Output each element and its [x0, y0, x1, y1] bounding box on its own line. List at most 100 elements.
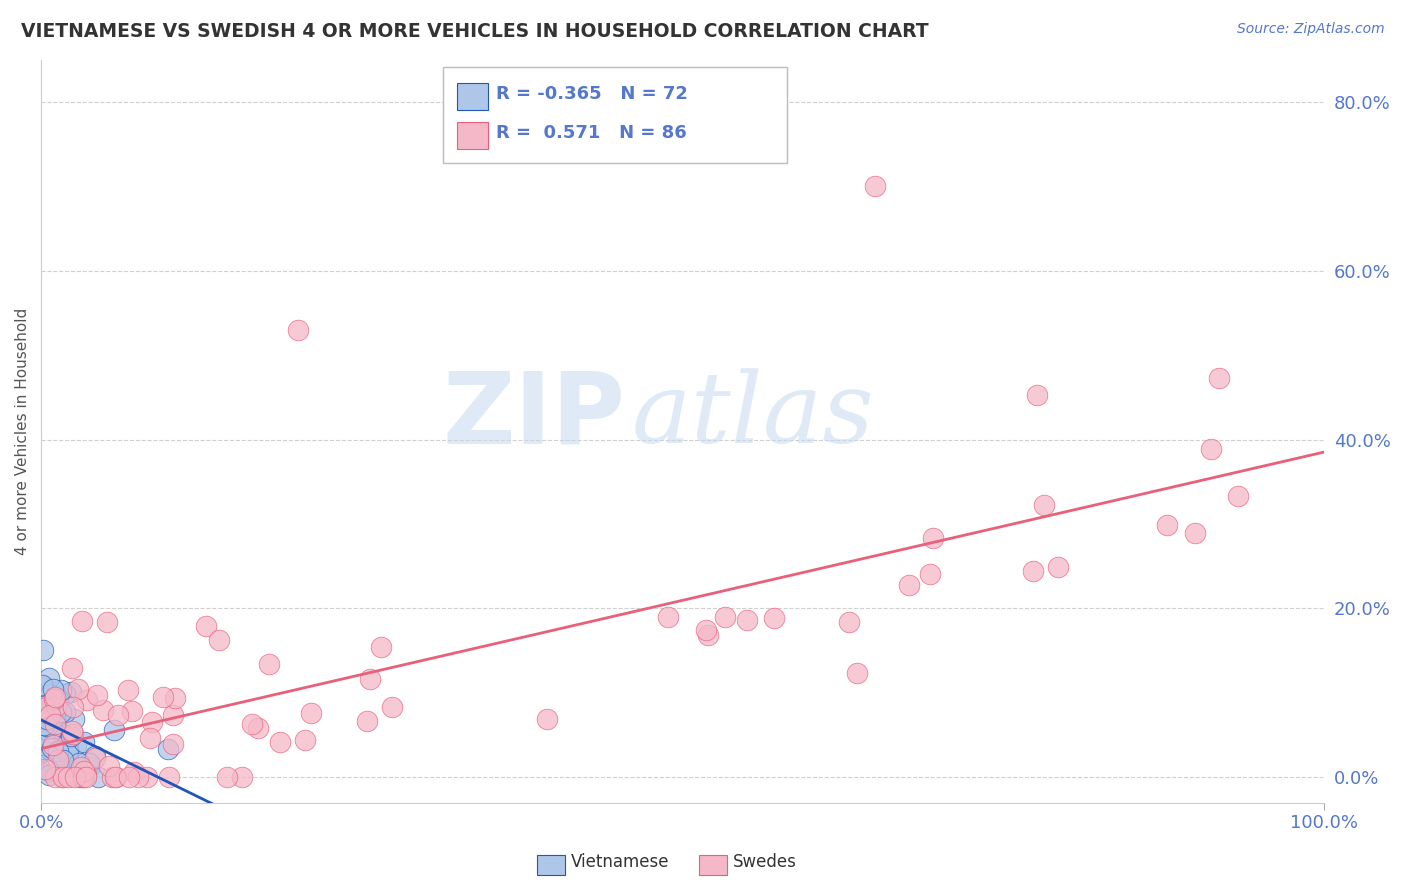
Point [65, 738, 87, 752]
Point [73, 735, 96, 749]
Point [31, 734, 53, 748]
Point [1226, 489, 1249, 503]
Point [31, 727, 53, 741]
Point [34, 680, 56, 694]
Point [41, 713, 63, 727]
Point [107, 708, 129, 723]
Point [44, 717, 66, 731]
Point [37, 714, 59, 729]
Point [41, 705, 63, 719]
Point [37, 721, 59, 735]
Point [31, 700, 53, 714]
Point [287, 323, 309, 337]
Point [31, 690, 53, 704]
Point [1046, 560, 1069, 574]
Point [37, 705, 59, 719]
Point [104, 770, 127, 784]
Point [32, 718, 55, 732]
Point [59, 729, 82, 743]
Text: R = -0.365   N = 72: R = -0.365 N = 72 [496, 85, 688, 103]
Point [44, 690, 66, 704]
Y-axis label: 4 or more Vehicles in Household: 4 or more Vehicles in Household [15, 308, 30, 555]
Point [56, 770, 79, 784]
Point [195, 619, 218, 633]
Point [44, 770, 66, 784]
Point [87, 770, 110, 784]
Text: ZIP: ZIP [441, 368, 626, 465]
Point [48, 753, 70, 767]
Point [207, 632, 229, 647]
Point [62, 727, 84, 741]
Point [72, 770, 94, 784]
Point [70, 614, 93, 628]
Point [101, 770, 124, 784]
Point [46, 744, 69, 758]
Point [53, 687, 76, 701]
Point [657, 610, 679, 624]
Point [141, 714, 163, 729]
Point [41, 723, 63, 738]
Point [35, 718, 58, 732]
Point [45, 724, 67, 739]
Point [257, 657, 280, 671]
Point [920, 567, 942, 582]
Point [294, 733, 316, 747]
Point [60, 724, 83, 739]
Point [69, 770, 91, 784]
Point [53, 728, 76, 742]
Point [69, 760, 91, 774]
Point [157, 770, 180, 784]
Point [76, 693, 98, 707]
Point [37, 750, 59, 764]
Point [127, 770, 149, 784]
Point [53, 706, 76, 720]
Text: Swedes: Swedes [733, 853, 796, 871]
Point [536, 712, 558, 726]
Point [41, 741, 63, 756]
Point [1026, 387, 1049, 401]
Point [38, 768, 60, 782]
Point [41, 715, 63, 730]
Point [44, 691, 66, 706]
Point [240, 717, 263, 731]
Point [46, 692, 69, 706]
Point [96, 615, 118, 630]
Point [838, 615, 860, 629]
Point [103, 723, 125, 737]
Point [38, 671, 60, 685]
Point [1021, 564, 1043, 578]
Point [32, 731, 55, 745]
Text: VIETNAMESE VS SWEDISH 4 OR MORE VEHICLES IN HOUSEHOLD CORRELATION CHART: VIETNAMESE VS SWEDISH 4 OR MORE VEHICLES… [21, 22, 929, 41]
Point [31, 678, 53, 692]
Point [735, 613, 758, 627]
Point [1033, 498, 1056, 512]
Point [32, 739, 55, 753]
Point [42, 681, 65, 696]
Point [56, 739, 79, 754]
Point [37, 714, 59, 728]
Point [1208, 370, 1230, 384]
Point [1199, 442, 1222, 456]
Point [370, 640, 392, 655]
Text: Vietnamese: Vietnamese [571, 853, 669, 871]
Point [1184, 525, 1206, 540]
Point [84, 748, 107, 763]
Point [35, 763, 58, 777]
Point [38, 707, 60, 722]
Point [49, 706, 72, 720]
Point [32, 701, 55, 715]
Point [35, 712, 58, 726]
Point [41, 723, 63, 737]
Point [299, 706, 322, 720]
Point [162, 737, 184, 751]
Point [31, 692, 53, 706]
Point [215, 770, 238, 784]
Point [697, 628, 720, 642]
Point [39, 722, 62, 736]
Point [62, 700, 84, 714]
Point [162, 707, 184, 722]
Point [381, 699, 404, 714]
Point [31, 643, 53, 657]
Point [39, 688, 62, 702]
Point [59, 684, 82, 698]
